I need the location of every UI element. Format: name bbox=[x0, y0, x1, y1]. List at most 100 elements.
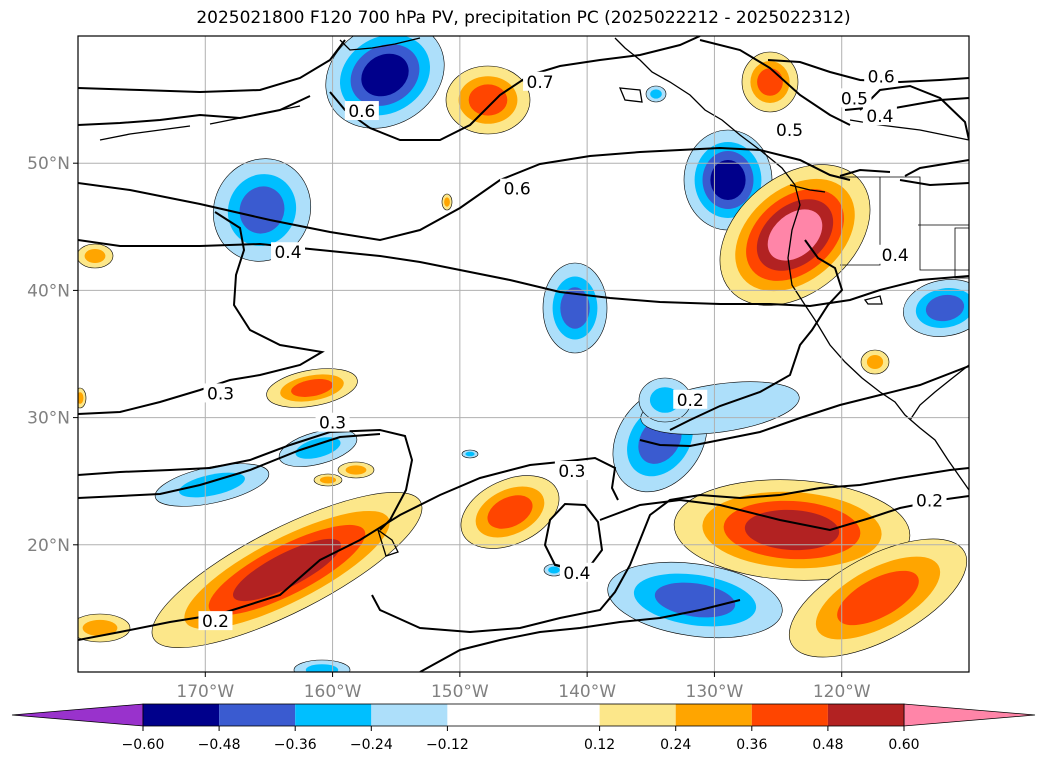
colorbar-segment bbox=[751, 704, 828, 726]
coastline-segment bbox=[99, 125, 191, 141]
contour-label: 0.2 bbox=[916, 491, 943, 511]
contour-label-bg bbox=[203, 383, 238, 403]
precip-anomaly-fill bbox=[361, 53, 409, 97]
colorbar: −0.60 −0.48 −0.36 −0.24 −0.12 0.12 0.24 0.36 0.4… bbox=[11, 703, 1036, 753]
precip-anomaly-fill bbox=[239, 186, 285, 234]
precip-anomaly-fill bbox=[548, 566, 560, 574]
colorbar-segment bbox=[447, 704, 600, 726]
contour-label-bg bbox=[837, 88, 872, 108]
contour-label: 0.7 bbox=[527, 73, 554, 93]
colorbar-tick-label: −0.12 bbox=[426, 737, 469, 753]
precip-anomaly-fill bbox=[560, 287, 590, 329]
coastline-segment bbox=[339, 37, 421, 51]
precip-anomaly-fill bbox=[744, 509, 840, 551]
pv-contour-line bbox=[699, 39, 851, 126]
contour-label: 0.2 bbox=[677, 391, 704, 411]
pv-contour-line bbox=[78, 456, 619, 641]
pv-contour-line bbox=[839, 168, 891, 177]
x-tick-label: 170°W bbox=[176, 682, 234, 702]
contour-label: 0.4 bbox=[882, 246, 909, 266]
precip-anomaly-fill bbox=[767, 209, 823, 261]
coastline-segment bbox=[909, 364, 969, 421]
precip-anomaly-fill bbox=[84, 249, 106, 263]
political-borders bbox=[840, 176, 969, 279]
pv-contour-line bbox=[78, 95, 311, 126]
chart-title: 2025021800 F120 700 hPa PV, precipitatio… bbox=[196, 8, 851, 28]
x-tick-label: 130°W bbox=[686, 682, 744, 702]
colorbar-tick-label: 0.60 bbox=[888, 737, 919, 753]
contour-label-bg bbox=[344, 101, 379, 121]
contour-label-bg bbox=[772, 120, 807, 140]
colorbar-extend-low bbox=[11, 703, 144, 727]
colorbar-tick-label: 0.48 bbox=[812, 737, 843, 753]
precip-anomaly-fill bbox=[444, 197, 450, 207]
pv-contours bbox=[78, 36, 969, 672]
contour-label-bg bbox=[523, 71, 558, 91]
pv-contour-line bbox=[899, 179, 969, 187]
precip-anomaly-fill bbox=[487, 495, 533, 529]
colorbar-tick-label: 0.12 bbox=[584, 737, 615, 753]
contour-label: 0.3 bbox=[207, 384, 234, 404]
contour-label: 0.4 bbox=[563, 564, 590, 584]
contour-label: 0.6 bbox=[868, 68, 895, 88]
contour-label: 0.2 bbox=[202, 612, 229, 632]
colorbar-segment bbox=[675, 704, 752, 726]
pv-contour-labels: 0.60.7 0.60.50.50.40.60.4 0.40.30.30.30.20… bbox=[198, 66, 947, 632]
colorbar-frame bbox=[142, 703, 905, 727]
colorbar-tick-label: −0.60 bbox=[122, 737, 165, 753]
colorbar-segment bbox=[219, 704, 296, 726]
coastline-segment bbox=[618, 87, 643, 103]
precip-anomaly-fill bbox=[319, 476, 337, 484]
y-axis-ticks: 20°N 30°N 40°N 50°N bbox=[27, 154, 78, 556]
precip-anomaly-fill bbox=[179, 472, 245, 498]
pv-contour-line bbox=[329, 36, 701, 141]
contour-label: 0.6 bbox=[504, 180, 531, 200]
pv-contour-line bbox=[904, 159, 969, 177]
pv-contour-line bbox=[78, 428, 414, 531]
contour-label-bg bbox=[500, 178, 535, 198]
precip-anomaly-fill bbox=[710, 160, 746, 200]
pv-contour-line bbox=[639, 365, 969, 448]
colorbar-segment bbox=[295, 704, 372, 726]
contour-label-bg bbox=[878, 244, 913, 264]
contour-label: 0.4 bbox=[866, 107, 893, 127]
coastline-segment bbox=[863, 295, 883, 305]
precip-anomaly-fill bbox=[649, 387, 681, 413]
precipitation-anomaly-fills bbox=[78, 36, 969, 672]
colorbar-segment bbox=[143, 704, 220, 726]
contour-label-bg bbox=[198, 611, 233, 631]
pv-contour-line bbox=[78, 239, 969, 308]
contour-label-bg bbox=[864, 66, 899, 86]
y-tick-label: 50°N bbox=[27, 154, 70, 174]
contour-label: 0.5 bbox=[841, 89, 868, 109]
precip-anomaly-fill bbox=[654, 582, 736, 618]
pv-contour-line bbox=[767, 59, 969, 84]
precip-anomaly-fill bbox=[295, 437, 341, 459]
precip-anomaly-fill bbox=[468, 84, 508, 116]
contour-label-bg bbox=[554, 461, 589, 481]
precip-anomaly-fill bbox=[345, 465, 367, 475]
y-tick-label: 40°N bbox=[27, 281, 70, 301]
x-tick-label: 140°W bbox=[558, 682, 616, 702]
contour-label: 0.5 bbox=[776, 121, 803, 141]
precip-anomaly-fill bbox=[650, 89, 662, 99]
contour-label-bg bbox=[559, 562, 594, 582]
pv-contour-line bbox=[859, 84, 969, 141]
precip-anomaly-fill bbox=[465, 451, 475, 457]
pv-contour-line bbox=[371, 467, 969, 634]
contour-label-bg bbox=[673, 389, 708, 409]
map-frame bbox=[77, 35, 970, 673]
contour-label: 0.3 bbox=[319, 414, 346, 434]
pv-contour-line bbox=[78, 146, 851, 242]
contour-label: 0.4 bbox=[274, 243, 301, 263]
colorbar-extend-high bbox=[903, 703, 1036, 727]
colorbar-segment bbox=[371, 704, 448, 726]
precip-anomaly-fill bbox=[757, 68, 783, 96]
contour-label: 0.6 bbox=[348, 102, 375, 122]
precip-anomaly-fill bbox=[291, 379, 333, 397]
pv-contour-line bbox=[669, 239, 844, 431]
precip-anomaly-fill bbox=[866, 355, 884, 369]
x-axis-ticks: 170°W 160°W 150°W 140°W 130°W 120°W bbox=[176, 672, 871, 702]
y-tick-label: 20°N bbox=[27, 536, 70, 556]
